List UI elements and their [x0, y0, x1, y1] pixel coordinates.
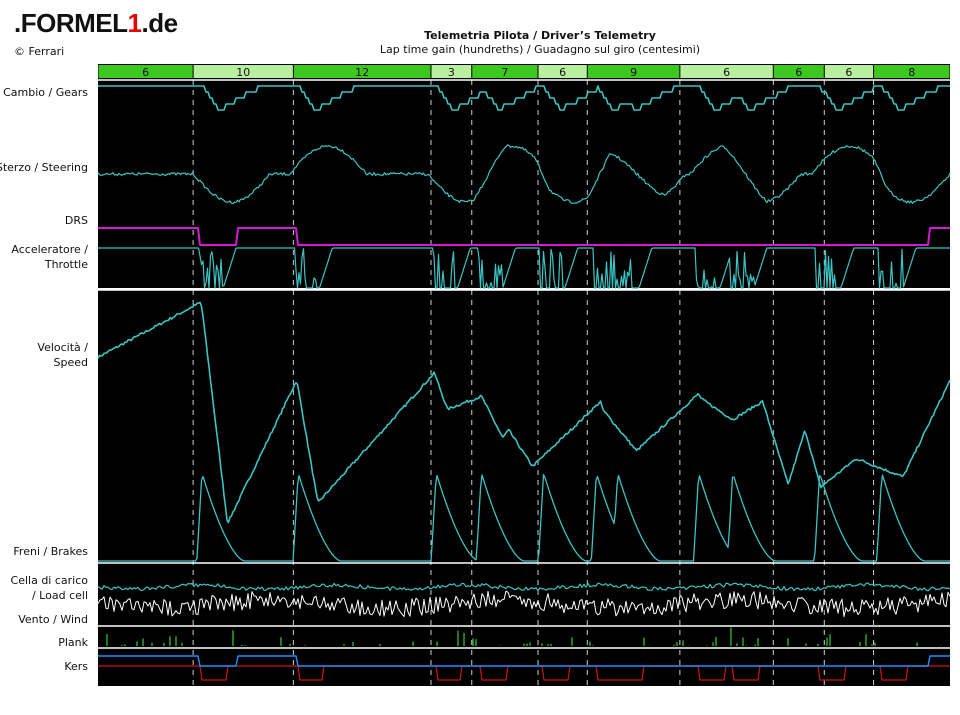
segment-4-bar [431, 65, 472, 78]
wind-trace [97, 590, 951, 618]
segment-8-gain: 6 [723, 66, 730, 79]
brake-trace [98, 474, 950, 562]
speed-trace [97, 301, 951, 524]
label-brakes: Freni / Brakes [13, 545, 88, 558]
segment-6-gain: 6 [559, 66, 566, 79]
segment-6-bar [538, 65, 587, 78]
segment-5-gain: 7 [501, 66, 508, 79]
label-wind: Vento / Wind [18, 613, 88, 626]
label-throttle-1: Acceleratore / [11, 243, 88, 256]
segment-7-bar [587, 65, 680, 78]
segment-11-gain: 8 [908, 66, 915, 79]
label-loadcell-1: Cella di carico [10, 574, 88, 587]
label-speed-2: Speed [53, 356, 88, 369]
segment-2-bar [193, 65, 293, 78]
chart-title: Telemetria Pilota / Driver’s Telemetry [424, 29, 656, 42]
load-cell-trace [97, 582, 951, 592]
drs-trace [98, 227, 950, 246]
segment-10-bar [824, 65, 874, 78]
segment-4-gain: 3 [448, 66, 455, 79]
segment-10-gain: 6 [845, 66, 852, 79]
segment-3-bar [293, 65, 431, 78]
label-drs: DRS [64, 214, 88, 227]
label-throttle-2: Throttle [44, 258, 88, 271]
label-gears: Cambio / Gears [3, 86, 88, 99]
segment-9-bar [773, 65, 824, 78]
segment-8-bar [680, 65, 773, 78]
gears-trace [98, 85, 950, 111]
segment-1-bar [98, 65, 193, 78]
formel1-logo: .FORMEL1.de [14, 8, 178, 38]
segment-1-gain: 6 [142, 66, 149, 79]
steering-trace [97, 144, 951, 205]
segment-7-gain: 9 [630, 66, 637, 79]
label-plank: Plank [58, 636, 88, 649]
label-loadcell-2: / Load cell [31, 589, 88, 602]
label-speed-1: Velocità / [37, 341, 88, 354]
throttle-trace [98, 247, 950, 289]
segment-9-gain: 6 [795, 66, 802, 79]
segment-11-bar [874, 65, 950, 78]
label-steering: Sterzo / Steering [0, 161, 88, 174]
chart-subtitle: Lap time gain (hundreths) / Guadagno sul… [379, 43, 701, 56]
segment-2-gain: 10 [236, 66, 250, 79]
segment-5-bar [472, 65, 538, 78]
chart-background [98, 64, 950, 686]
copyright-text: © Ferrari [14, 45, 65, 58]
segment-3-gain: 12 [355, 66, 369, 79]
label-kers: Kers [64, 660, 88, 673]
kers-blue-trace [98, 655, 950, 667]
